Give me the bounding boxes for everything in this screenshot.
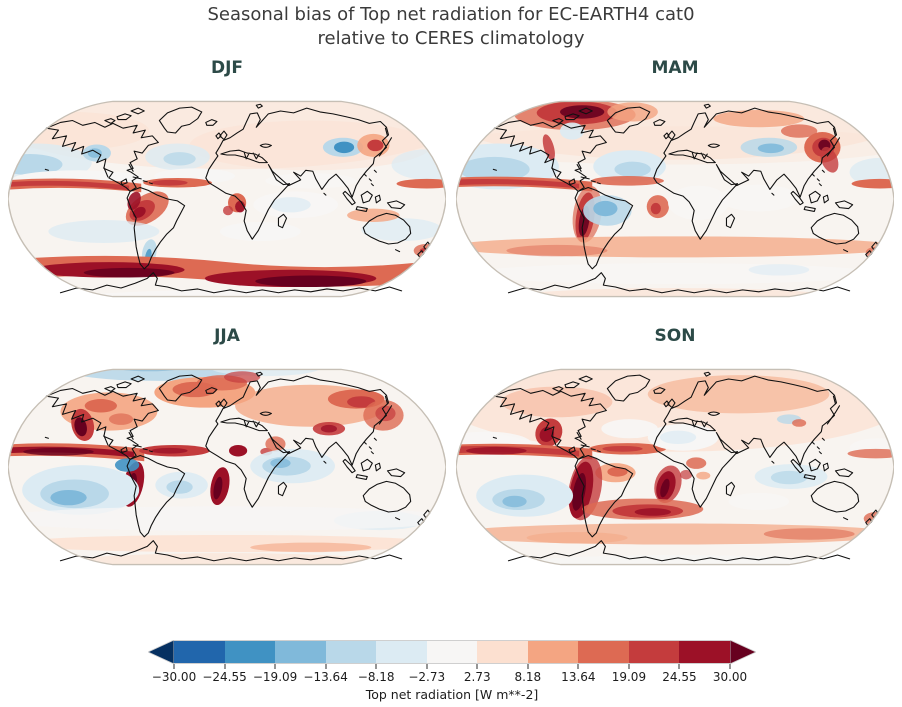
colorbar bbox=[148, 640, 756, 664]
colorbar-bin bbox=[376, 641, 427, 663]
colorbar-bin bbox=[628, 641, 680, 663]
colorbar-tick: −24.55 bbox=[202, 670, 247, 684]
colorbar-over-arrow bbox=[730, 640, 756, 664]
colorbar-bin bbox=[477, 641, 528, 663]
colorbar-tick: 2.73 bbox=[463, 670, 491, 684]
colorbar-tick: 19.09 bbox=[611, 670, 647, 684]
bias-field-jja bbox=[8, 369, 446, 565]
bias-field-djf bbox=[8, 101, 446, 297]
bias-field-son bbox=[456, 369, 894, 565]
figure-title-line1: Seasonal bias of Top net radiation for E… bbox=[207, 4, 695, 25]
colorbar-bin bbox=[224, 641, 276, 663]
map-son bbox=[456, 368, 894, 566]
colorbar-tick: 24.55 bbox=[662, 670, 697, 684]
colorbar-tick: 13.64 bbox=[561, 670, 596, 684]
panel-title-mam: MAM bbox=[651, 58, 699, 78]
figure-title: Seasonal bias of Top net radiation for E… bbox=[0, 3, 902, 51]
panel-title-son: SON bbox=[654, 326, 696, 346]
colorbar-tick: −30.00 bbox=[151, 670, 197, 684]
panel-title-djf: DJF bbox=[210, 58, 244, 78]
colorbar-tick: 8.18 bbox=[514, 670, 542, 684]
colorbar-tick: −8.18 bbox=[357, 670, 395, 684]
panel-title-jja: JJA bbox=[214, 326, 240, 346]
colorbar-bin bbox=[426, 641, 478, 663]
colorbar-bin bbox=[174, 641, 225, 663]
colorbar-bin bbox=[578, 641, 629, 663]
colorbar-ticklabels: −30.00 −24.55 −19.09 −13.64 −8.18 −2.73 … bbox=[152, 670, 747, 685]
figure-title-line2: relative to CERES climatology bbox=[317, 28, 585, 49]
colorbar-bin bbox=[275, 641, 326, 663]
colorbar-tick: −13.64 bbox=[303, 670, 348, 684]
map-mam bbox=[456, 100, 894, 298]
colorbar-bin bbox=[679, 641, 731, 663]
colorbar-under-arrow bbox=[148, 640, 174, 664]
colorbar-tick: −19.09 bbox=[252, 670, 298, 684]
colorbar-segments bbox=[174, 640, 731, 664]
colorbar-label: Top net radiation [W m**-2] bbox=[365, 687, 539, 702]
map-jja bbox=[8, 368, 446, 566]
colorbar-tick: 30.00 bbox=[712, 670, 748, 684]
colorbar-tick: −2.73 bbox=[408, 670, 446, 684]
colorbar-bin bbox=[527, 641, 579, 663]
colorbar-tickmarks bbox=[173, 664, 731, 669]
colorbar-bin bbox=[325, 641, 377, 663]
map-djf bbox=[8, 100, 446, 298]
